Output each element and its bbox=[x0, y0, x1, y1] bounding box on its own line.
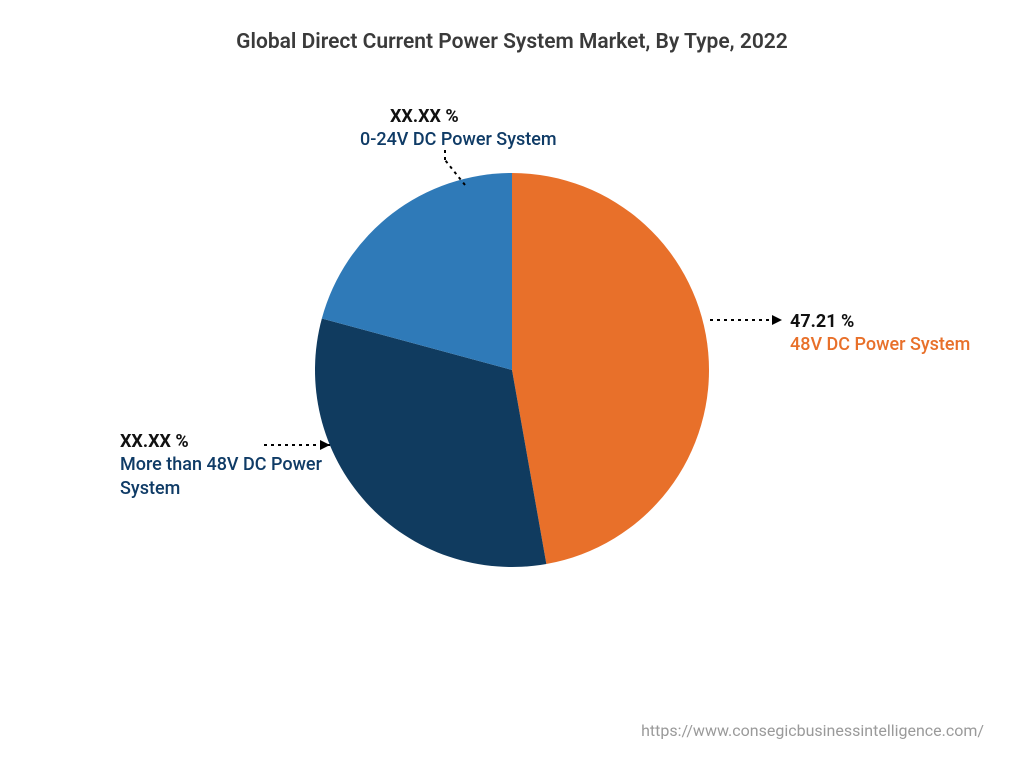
callout-top-label: 0-24V DC Power System bbox=[360, 129, 557, 150]
callout-left-label: More than 48V DC Power System bbox=[120, 454, 322, 498]
callout-left-pct: XX.XX % bbox=[120, 431, 189, 452]
callout-right: 47.21 % 48V DC Power System bbox=[790, 310, 1010, 357]
callout-top: XX.XX % 0-24V DC Power System bbox=[360, 105, 620, 152]
chart-title: Global Direct Current Power System Marke… bbox=[0, 30, 1024, 54]
callout-top-pct: XX.XX % bbox=[390, 105, 620, 128]
callout-left: XX.XX % More than 48V DC Power System bbox=[120, 430, 350, 500]
pie-slice-s1 bbox=[512, 173, 709, 564]
footer-url: https://www.consegicbusinessintelligence… bbox=[641, 721, 984, 740]
pie-chart bbox=[312, 170, 712, 570]
callout-right-label: 48V DC Power System bbox=[790, 334, 970, 355]
callout-right-pct: 47.21 % bbox=[790, 311, 854, 332]
